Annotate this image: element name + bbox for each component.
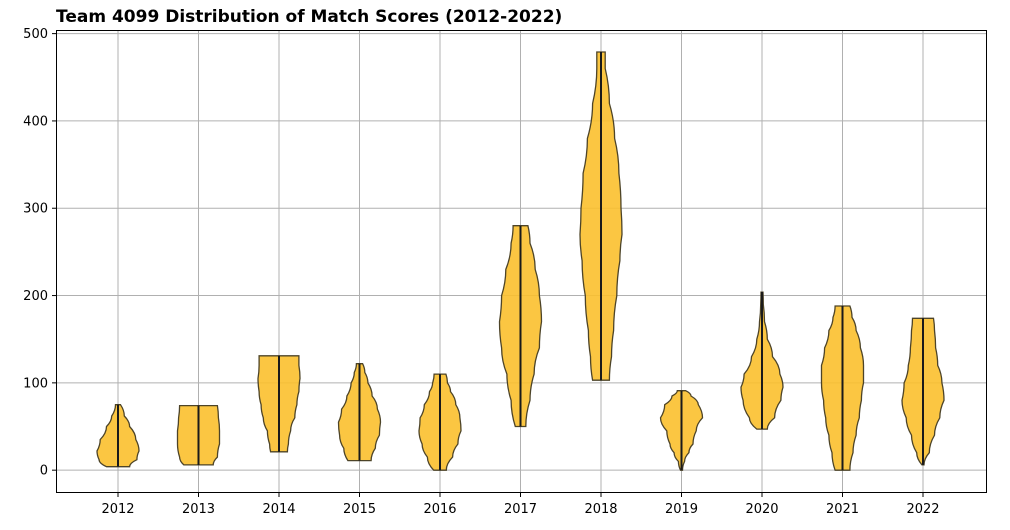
x-tick-label: 2019	[665, 502, 698, 517]
x-tick-label: 2021	[826, 502, 859, 517]
violins	[96, 51, 945, 471]
y-tick-label: 500	[23, 27, 48, 42]
x-tick-label: 2012	[101, 502, 134, 517]
x-tick-label: 2022	[906, 502, 939, 517]
y-tick-label: 400	[23, 114, 48, 129]
y-tick-label: 300	[23, 202, 48, 217]
x-tick-label: 2015	[343, 502, 376, 517]
y-tick-label: 0	[40, 464, 48, 479]
x-tick-label: 2017	[504, 502, 537, 517]
x-tick-label: 2014	[262, 502, 295, 517]
y-tick-label: 200	[23, 289, 48, 304]
axes: 0 100 200 300 400 500 2012 2013 2014 2015 2016 2017…	[23, 27, 939, 517]
x-tick-label: 2020	[745, 502, 778, 517]
x-tick-label: 2013	[182, 502, 215, 517]
x-tick-label: 2016	[423, 502, 456, 517]
y-tick-label: 100	[23, 376, 48, 391]
x-tick-label: 2018	[584, 502, 617, 517]
chart-title: Team 4099 Distribution of Match Scores (…	[56, 7, 562, 27]
plot-frame	[56, 30, 987, 493]
